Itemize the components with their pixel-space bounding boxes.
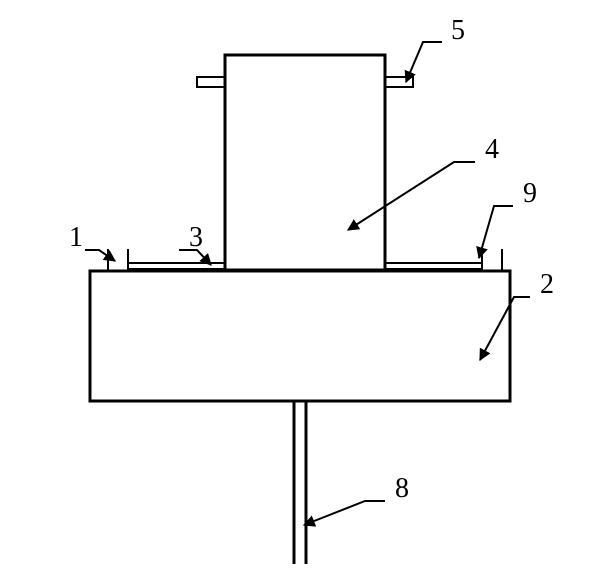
callout-label-8: 8 bbox=[395, 473, 409, 504]
callout-label-9: 9 bbox=[523, 178, 537, 209]
callout-label-3: 3 bbox=[189, 222, 203, 253]
callout-label-4: 4 bbox=[485, 134, 499, 165]
callout-label-5: 5 bbox=[451, 15, 465, 46]
callout-label-2: 2 bbox=[540, 269, 554, 300]
callout-label-1: 1 bbox=[69, 222, 83, 253]
technical-diagram: 1 2 3 4 5 8 9 bbox=[0, 0, 614, 586]
